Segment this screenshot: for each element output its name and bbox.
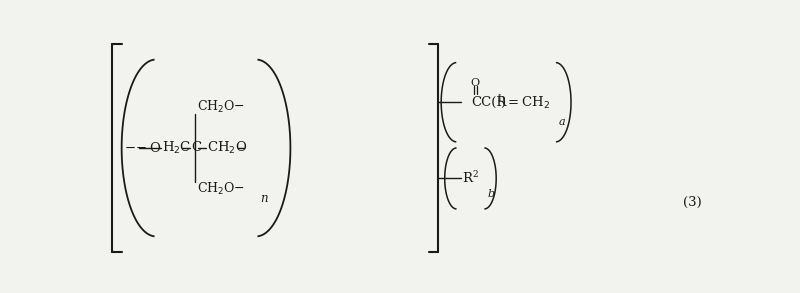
Text: $-\!-$O: $-\!-$O [123, 141, 161, 155]
Text: CH$_2$O: CH$_2$O [207, 140, 247, 156]
Text: CC(R: CC(R [470, 96, 506, 109]
Text: )$=$CH$_2$: )$=$CH$_2$ [500, 95, 550, 110]
Text: R: R [462, 172, 473, 185]
Text: H$_2$C: H$_2$C [162, 140, 191, 156]
Text: (3): (3) [682, 196, 702, 209]
Text: b: b [487, 189, 494, 199]
Text: n: n [260, 192, 267, 205]
Text: 1: 1 [497, 94, 502, 103]
Text: C: C [191, 142, 202, 154]
Text: 2: 2 [473, 170, 478, 179]
Text: CH$_2$O$-$: CH$_2$O$-$ [198, 98, 246, 115]
Text: O: O [470, 78, 480, 88]
Text: CH$_2$O$-$: CH$_2$O$-$ [198, 181, 246, 197]
Text: a: a [558, 117, 566, 127]
